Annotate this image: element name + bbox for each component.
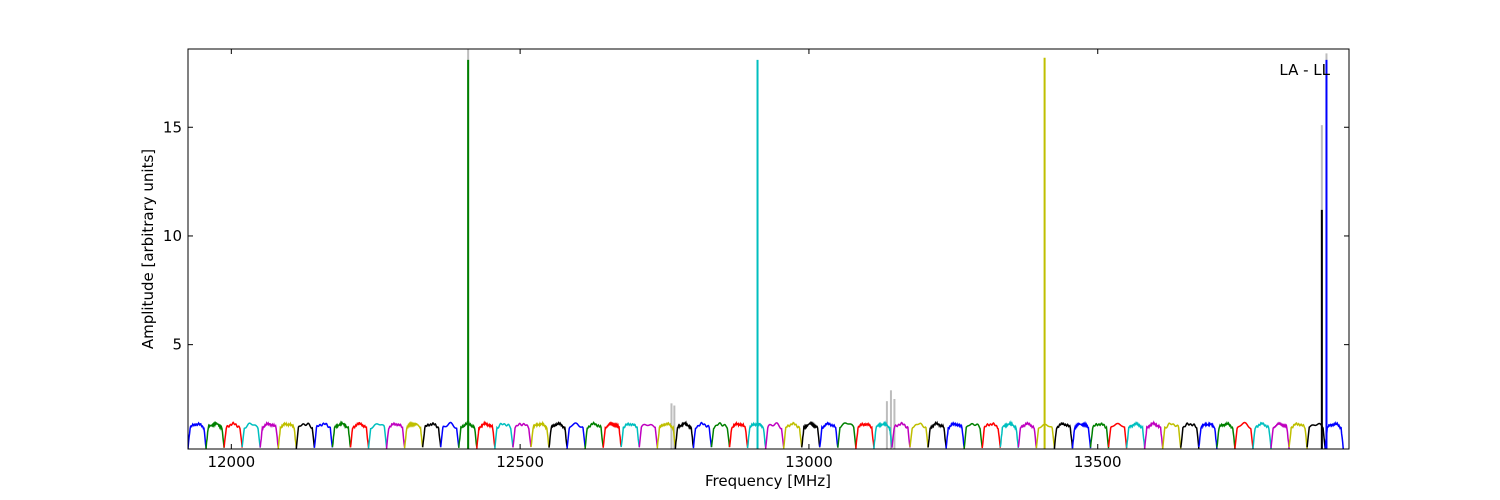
channel-curve-60: [1270, 421, 1290, 449]
x-tick-label-1: 12500: [496, 453, 544, 471]
channel-curve-58: [1234, 421, 1254, 449]
channel-curve-16: [476, 420, 496, 449]
channel-curve-11: [385, 421, 406, 449]
channel-curve-33: [782, 421, 803, 449]
channel-curve-48: [1053, 422, 1074, 449]
channel-curve-36: [837, 422, 857, 448]
channel-curve-30: [728, 420, 749, 448]
channel-curve-59: [1252, 421, 1272, 449]
tick-layer: 12000 12500 13000 13500 5 10 15: [163, 49, 1349, 471]
channel-curve-51: [1107, 422, 1128, 449]
channel-curve-29: [710, 422, 731, 448]
channel-curve-55: [1180, 422, 1200, 449]
plot-frame: [187, 48, 1350, 450]
y-tick-label-2: 15: [163, 118, 182, 136]
channel-curve-12: [403, 420, 424, 449]
channel-curve-8: [331, 420, 352, 448]
series-layer: [188, 49, 1344, 449]
channel-curve-20: [548, 421, 568, 448]
channel-curve-2: [223, 421, 243, 448]
channel-curve-42: [945, 421, 965, 449]
channel-curve-25: [638, 423, 659, 448]
channel-curve-10: [367, 423, 388, 449]
channel-curve-17: [494, 422, 514, 449]
channel-curve-21: [566, 422, 586, 449]
y-tick-label-1: 10: [163, 227, 182, 245]
channel-curve-52: [1125, 421, 1146, 449]
y-axis-label: Amplitude [arbitrary units]: [139, 149, 157, 349]
channel-curve-63: [1324, 420, 1344, 449]
channel-curve-41: [927, 420, 947, 448]
channel-curve-45: [999, 420, 1020, 448]
channel-curve-27: [674, 420, 695, 449]
channel-curve-23: [602, 421, 622, 448]
plot-area: [188, 49, 1349, 449]
x-tick-label-3: 13500: [1074, 453, 1122, 471]
channel-curve-22: [584, 421, 604, 449]
channel-curve-1: [205, 420, 225, 449]
channel-curve-6: [295, 422, 316, 449]
channel-curve-7: [313, 422, 334, 448]
channel-curve-44: [981, 421, 1002, 449]
channel-curve-19: [530, 420, 550, 448]
channel-curve-56: [1198, 421, 1218, 449]
channel-curve-53: [1143, 420, 1164, 449]
channel-curve-38: [873, 420, 893, 449]
channel-curve-61: [1288, 421, 1308, 449]
channel-curve-5: [277, 421, 298, 449]
channel-curve-34: [800, 420, 821, 448]
channel-curve-14: [439, 421, 460, 448]
x-tick-label-0: 12000: [207, 453, 255, 471]
channel-curve-24: [620, 421, 641, 448]
channel-curve-43: [963, 422, 983, 449]
channel-curve-57: [1216, 420, 1236, 449]
x-axis-label: Frequency [MHz]: [705, 472, 831, 490]
channel-curve-26: [656, 421, 677, 449]
channel-curve-50: [1089, 422, 1110, 449]
channel-curve-32: [764, 422, 785, 449]
x-tick-label-2: 13000: [785, 453, 833, 471]
channel-curve-54: [1161, 422, 1182, 449]
channel-curve-18: [512, 422, 532, 448]
channel-curve-39: [891, 421, 911, 448]
channel-curve-28: [692, 421, 713, 449]
y-tick-label-0: 5: [172, 336, 182, 354]
channel-curve-0: [188, 421, 207, 449]
channel-curve-35: [819, 421, 839, 448]
channel-curve-4: [259, 421, 279, 448]
channel-curve-40: [909, 422, 929, 448]
channel-curve-9: [349, 421, 370, 448]
channel-curve-37: [855, 421, 875, 449]
channel-curve-3: [241, 422, 261, 448]
annotation-label: LA - LL: [1279, 61, 1330, 79]
channel-curve-46: [1017, 421, 1038, 449]
channel-curve-49: [1071, 421, 1092, 449]
channel-curve-13: [421, 422, 442, 448]
